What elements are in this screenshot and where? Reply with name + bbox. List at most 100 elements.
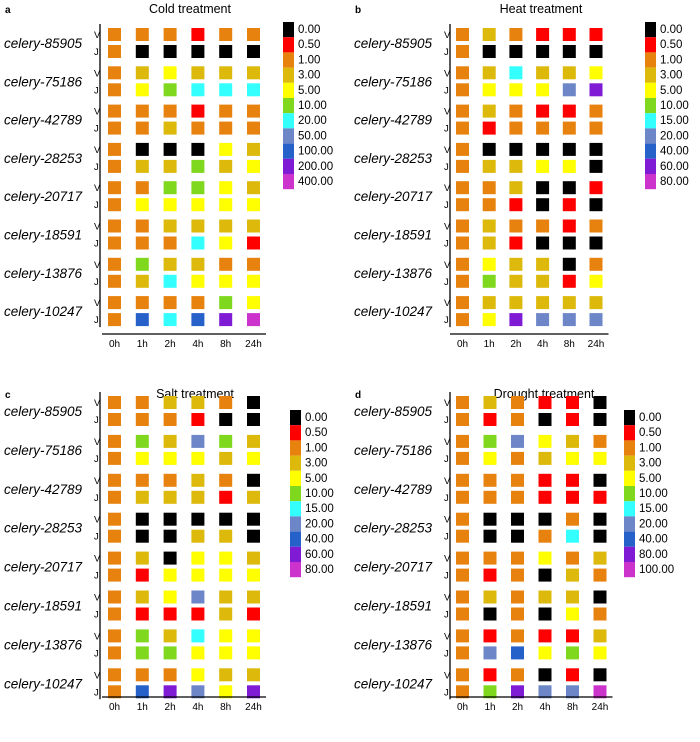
- legend-label: 40.00: [639, 534, 668, 546]
- legend-swatch: [624, 546, 635, 562]
- heatmap-cell: [509, 219, 523, 233]
- legend-label: 0.50: [639, 427, 661, 439]
- row-label: J: [94, 315, 99, 326]
- row-label: V: [444, 222, 451, 233]
- heatmap-cell: [482, 142, 496, 156]
- heatmap-cell: [163, 28, 177, 41]
- heatmap-cell: [538, 434, 552, 448]
- heatmap-cell: [566, 607, 579, 621]
- gene-label: celery-75186: [354, 443, 433, 458]
- heatmap-cell: [135, 83, 149, 97]
- legend-swatch: [290, 546, 301, 562]
- heatmap-cell: [108, 236, 121, 250]
- heatmap-cell: [456, 512, 469, 526]
- heatmap-cell: [135, 434, 149, 448]
- heatmap-cell: [589, 198, 603, 212]
- heatmap-cell: [191, 607, 205, 621]
- gene-label: celery-75186: [354, 74, 433, 89]
- heatmap-cell: [511, 451, 524, 465]
- row-label: V: [444, 260, 451, 271]
- row-label: J: [444, 571, 449, 582]
- heatmap-cell: [191, 396, 205, 409]
- heatmap-cell: [566, 434, 579, 448]
- gene-label: celery-28253: [354, 521, 433, 536]
- row-label: J: [94, 687, 99, 698]
- heatmap-cell: [163, 313, 177, 327]
- legend-label: 0.50: [305, 427, 327, 439]
- heatmap-cell: [589, 313, 603, 327]
- legend-swatch: [624, 562, 635, 578]
- heatmap-cell: [247, 219, 260, 233]
- heatmap-cell: [247, 104, 260, 118]
- row-label: V: [94, 515, 101, 526]
- legend-swatch: [290, 470, 301, 486]
- heatmap-cell: [456, 568, 469, 582]
- legend-label: 0.00: [639, 412, 661, 424]
- row-label: V: [444, 515, 451, 526]
- heatmap-cell: [566, 668, 579, 682]
- heatmap-cell: [566, 512, 579, 526]
- legend-label: 100.00: [639, 564, 674, 576]
- legend-swatch: [624, 440, 635, 456]
- heatmap-cell: [536, 121, 550, 135]
- heatmap-cell: [219, 590, 233, 604]
- heatmap-cell: [247, 396, 260, 409]
- heatmap-cell: [135, 451, 149, 465]
- legend-label: 40.00: [660, 146, 689, 158]
- heatmap-cell: [589, 83, 603, 97]
- legend-swatch: [290, 440, 301, 456]
- heatmap-cell: [509, 274, 523, 288]
- heatmap-cell: [589, 159, 603, 173]
- heatmap-cell: [456, 473, 469, 487]
- heatmap-cell: [589, 45, 603, 58]
- legend-swatch: [624, 470, 635, 486]
- heatmap-cell: [135, 198, 149, 212]
- heatmap-cell: [135, 646, 149, 660]
- row-label: V: [94, 30, 101, 41]
- heatmap-cell: [247, 668, 260, 682]
- heatmap-cell: [163, 198, 177, 212]
- row-label: V: [94, 398, 101, 409]
- heatmap-cell: [191, 629, 205, 643]
- heatmap-cell: [566, 473, 579, 487]
- heatmap-cell: [135, 396, 149, 409]
- row-label: V: [444, 183, 451, 194]
- row-label: V: [444, 398, 451, 409]
- heatmap-cell: [511, 512, 524, 526]
- heatmap-cell: [566, 629, 579, 643]
- x-tick-label: 2h: [510, 339, 521, 350]
- row-label: V: [444, 68, 451, 79]
- row-label: J: [444, 454, 449, 465]
- heatmap-cell: [538, 590, 552, 604]
- legend-label: 200.00: [298, 161, 333, 173]
- heatmap-cell: [219, 296, 233, 310]
- heatmap-cell: [482, 121, 496, 135]
- legend-label: 5.00: [305, 473, 327, 485]
- heatmap-cell: [482, 257, 496, 271]
- x-tick-label: 0h: [109, 702, 120, 713]
- heatmap-cell: [135, 181, 149, 195]
- heatmap-cell: [589, 219, 603, 233]
- legend-swatch: [283, 128, 294, 144]
- heatmap-cell: [562, 104, 576, 118]
- x-tick-label: 24h: [592, 702, 609, 713]
- heatmap-cell: [538, 629, 552, 643]
- panel-label: c: [5, 390, 11, 401]
- heatmap-cell: [163, 66, 177, 80]
- heatmap-cell: [108, 551, 121, 565]
- legend-swatch: [624, 410, 635, 426]
- heatmap-cell: [456, 236, 469, 250]
- heatmap-cell: [219, 236, 233, 250]
- legend-label: 5.00: [639, 473, 661, 485]
- legend-swatch: [645, 37, 656, 53]
- heatmap-cell: [135, 473, 149, 487]
- heatmap-cell: [483, 607, 497, 621]
- heatmap-cell: [456, 629, 469, 643]
- heatmap-cell: [219, 83, 233, 97]
- heatmap-cell: [562, 296, 576, 310]
- heatmap-cell: [163, 646, 177, 660]
- row-label: V: [94, 145, 101, 156]
- legend-label: 20.00: [660, 130, 689, 142]
- row-label: J: [444, 415, 449, 426]
- gene-label: celery-18591: [4, 599, 82, 614]
